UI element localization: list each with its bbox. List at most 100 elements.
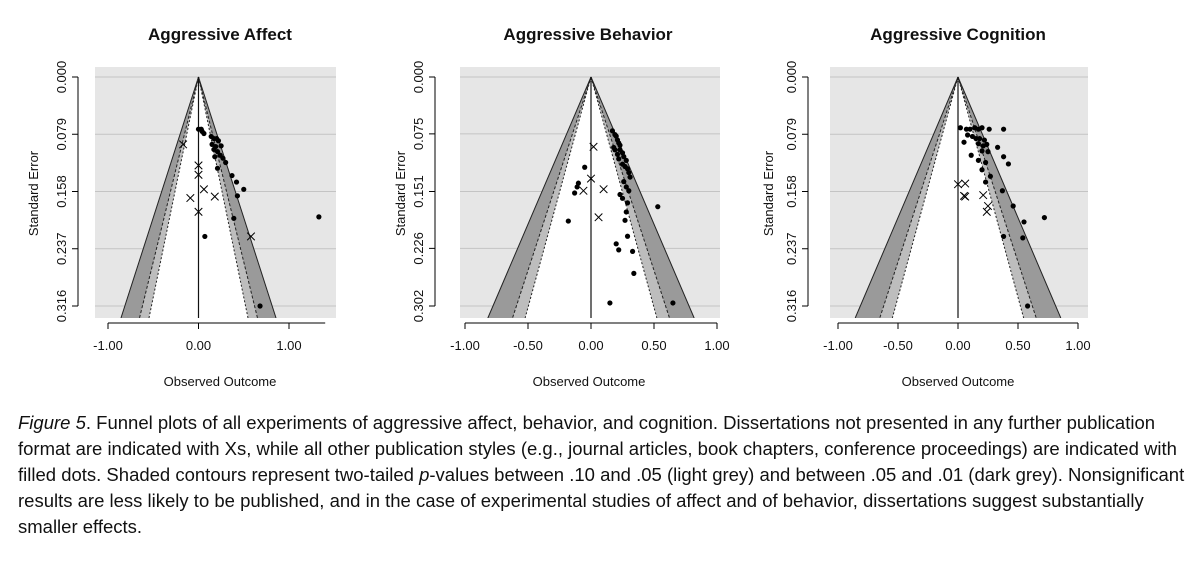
data-point-dot	[619, 195, 626, 201]
data-point-dot	[1020, 235, 1026, 241]
data-point-dot	[607, 300, 613, 306]
y-tick-label: 0.000	[784, 61, 799, 94]
p-symbol: p	[419, 464, 430, 485]
y-tick-label: 0.151	[411, 175, 426, 208]
data-point-dot	[212, 154, 218, 160]
x-axis-label: Observed Outcome	[164, 374, 277, 389]
data-point-dot	[626, 188, 632, 194]
plot-title: Aggressive Affect	[148, 25, 292, 44]
data-point-dot	[612, 147, 618, 153]
data-point-dot	[241, 186, 247, 192]
data-point-dot	[1021, 219, 1027, 225]
data-point-dot	[214, 165, 221, 171]
plot-area	[830, 76, 1088, 318]
y-tick-label: 0.237	[54, 232, 69, 265]
data-point-dot	[999, 188, 1006, 194]
plot-area	[460, 76, 720, 318]
data-point-dot	[977, 135, 983, 142]
data-point-dot	[963, 126, 970, 132]
data-point-cross	[982, 207, 991, 216]
data-point-dot	[234, 193, 241, 199]
x-axis-label: Observed Outcome	[902, 374, 1015, 389]
data-point-dot	[957, 125, 964, 131]
data-point-cross	[599, 185, 608, 194]
data-point-dot	[229, 172, 235, 179]
data-point-dot	[215, 138, 222, 144]
x-tick-label: 0.00	[186, 338, 211, 353]
data-point-dot	[979, 148, 985, 154]
data-point-dot	[623, 157, 629, 164]
y-tick-label: 0.237	[784, 232, 799, 265]
y-tick-label: 0.000	[54, 61, 69, 94]
data-point-dot	[214, 149, 221, 155]
plot-title: Aggressive Cognition	[870, 25, 1046, 44]
y-tick-label: 0.316	[784, 290, 799, 323]
data-point-dot	[975, 141, 982, 147]
data-point-dot	[975, 157, 982, 163]
data-point-dot	[574, 184, 580, 190]
x-tick-label: -1.00	[823, 338, 853, 353]
data-point-dot	[572, 190, 578, 196]
data-point-dot	[218, 143, 224, 149]
y-tick-label: 0.079	[784, 118, 799, 151]
y-tick-label: 0.302	[411, 290, 426, 323]
data-point-dot	[616, 247, 622, 253]
contour-boundary	[120, 76, 199, 318]
data-point-dot	[627, 174, 633, 180]
contour-boundary	[139, 76, 199, 318]
data-point-cross	[194, 207, 203, 216]
x-tick-label: -1.00	[93, 338, 123, 353]
data-point-cross	[961, 179, 970, 188]
contour-boundary	[590, 76, 670, 318]
y-tick-label: 0.226	[411, 232, 426, 265]
funnel-plot-aggressive-behavior: 0.000 0.075 0.151 0.226 0.302 -1.00 -0.50 0.00 0…	[393, 25, 730, 389]
data-point-dot	[968, 152, 974, 158]
data-point-dot	[624, 233, 631, 239]
x-tick-label: -0.50	[883, 338, 913, 353]
contour-boundary	[891, 76, 959, 318]
data-point-cross	[959, 191, 969, 201]
x-tick-label: -0.50	[513, 338, 543, 353]
data-point-cross	[979, 190, 988, 200]
data-point-cross	[210, 192, 219, 201]
data-point-dot	[981, 137, 988, 143]
data-point-dot	[995, 144, 1001, 150]
data-point-dot	[1025, 303, 1031, 309]
funnel-plot-aggressive-affect: 0.000 0.079 0.158 0.237 0.316 -1.00 0.00 1.00 Ag…	[26, 25, 336, 389]
data-point-dot	[231, 215, 237, 221]
y-axis-label: Standard Error	[26, 150, 41, 236]
data-point-dot	[979, 125, 985, 131]
caption-text-continued: -values between .10 and .05 (light grey)…	[18, 464, 1185, 537]
data-point-cross	[194, 161, 203, 170]
data-point-dot	[617, 191, 623, 198]
data-point-dot	[965, 132, 971, 138]
contour-boundary	[957, 76, 1062, 318]
data-point-dot	[1001, 126, 1007, 132]
data-point-cross	[194, 170, 203, 179]
data-point-cross	[199, 185, 209, 194]
data-point-dot	[202, 233, 208, 240]
funnel-plot-aggressive-cognition: 0.000 0.079 0.158 0.237 0.316 -1.00 -0.50 0.00 0…	[761, 25, 1091, 389]
data-point-dot	[609, 128, 616, 134]
data-point-dot	[616, 156, 622, 162]
data-point-dot	[201, 130, 207, 137]
plot-title: Aggressive Behavior	[503, 25, 673, 44]
data-point-dot	[1001, 233, 1007, 240]
data-point-cross	[579, 186, 588, 195]
data-point-dot	[967, 126, 973, 132]
data-point-dot	[565, 218, 571, 224]
data-point-dot	[655, 204, 661, 210]
data-point-dot	[617, 142, 623, 148]
plot-area	[95, 76, 336, 318]
data-point-dot	[582, 164, 588, 170]
x-tick-label: 1.00	[276, 338, 301, 353]
y-tick-label: 0.158	[54, 175, 69, 208]
data-point-dot	[614, 151, 621, 157]
caption-text: . Funnel plots of all experiments of agg…	[18, 412, 1177, 485]
data-point-dot	[622, 217, 628, 223]
x-tick-label: 0.50	[1005, 338, 1030, 353]
data-point-dot	[1005, 161, 1012, 167]
data-point-dot	[1001, 154, 1007, 160]
contour-boundary	[487, 76, 592, 318]
data-point-dot	[623, 209, 629, 215]
